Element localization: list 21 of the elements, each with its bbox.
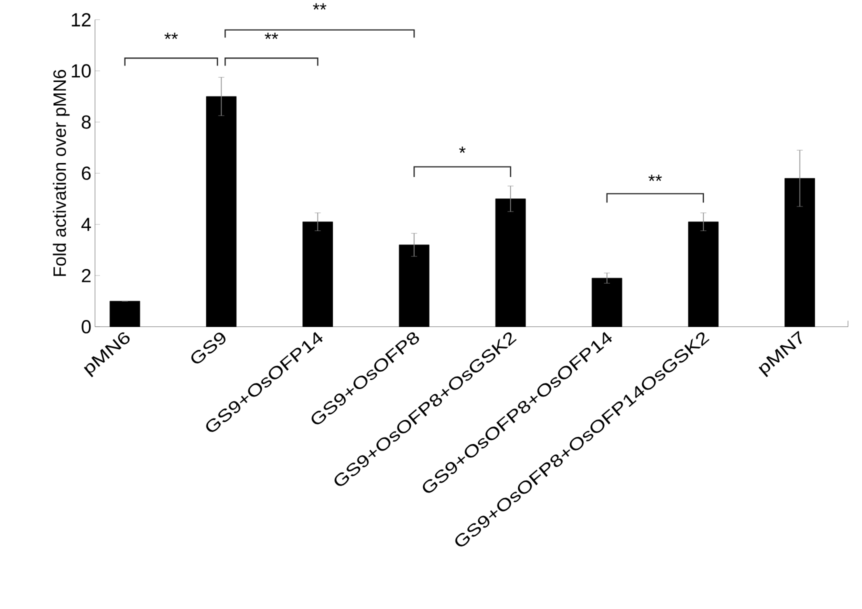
bar [302, 222, 333, 328]
annotation: ** [648, 174, 662, 182]
y-tick-label: 2 [82, 269, 91, 282]
y-tick-label: 8 [82, 115, 91, 129]
bar [495, 198, 526, 328]
y-tick-label: 0 [82, 320, 91, 334]
y-axis-title: Fold activation over pMN6 [52, 70, 70, 276]
bar [110, 301, 140, 328]
annotation: ** [264, 32, 278, 40]
y-tick-label: 6 [82, 166, 91, 180]
annotation: * [459, 146, 466, 154]
y-tick-label: 12 [72, 13, 91, 26]
bar [206, 96, 237, 328]
y-tick-label: 10 [72, 64, 91, 78]
bar [592, 278, 622, 328]
text: ** [312, 3, 326, 10]
bar [688, 222, 719, 328]
bar [784, 178, 815, 328]
bar [398, 244, 430, 328]
y-tick-label: 4 [81, 218, 91, 232]
annotation: ** [164, 32, 178, 40]
